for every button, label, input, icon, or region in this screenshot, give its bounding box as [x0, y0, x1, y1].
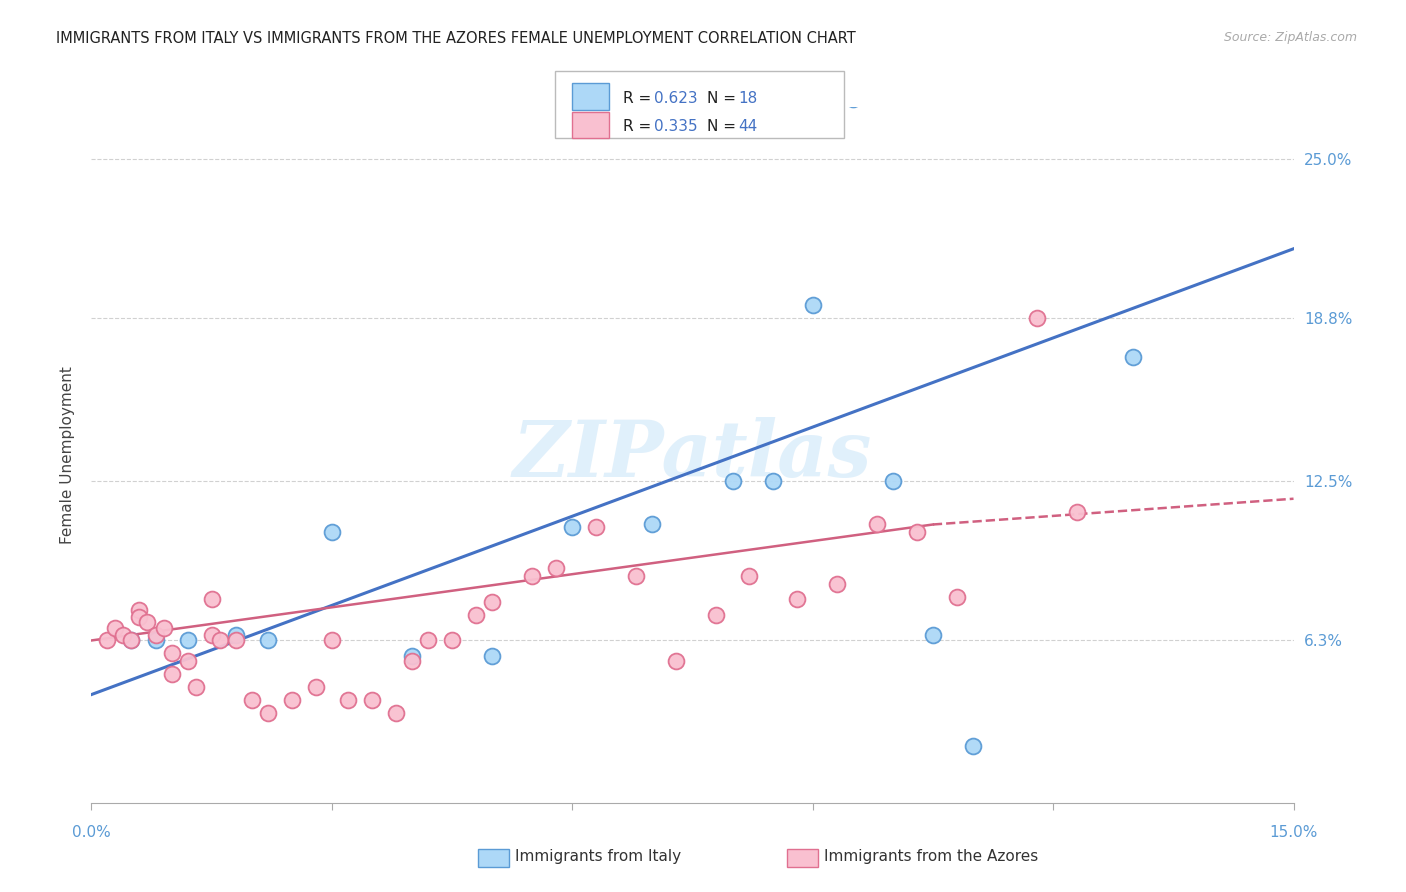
Point	[360, 692, 382, 706]
Y-axis label: Female Unemployment: Female Unemployment	[60, 366, 76, 544]
Point	[882, 474, 904, 488]
Text: Immigrants from Italy: Immigrants from Italy	[515, 849, 681, 863]
Point	[866, 517, 889, 532]
Point	[240, 692, 263, 706]
Point	[121, 633, 143, 648]
Point	[128, 602, 150, 616]
Point	[104, 621, 127, 635]
Point	[160, 646, 183, 660]
Point	[665, 654, 688, 668]
Text: Source: ZipAtlas.com: Source: ZipAtlas.com	[1223, 31, 1357, 45]
Point	[256, 633, 278, 648]
Point	[522, 569, 544, 583]
Text: IMMIGRANTS FROM ITALY VS IMMIGRANTS FROM THE AZORES FEMALE UNEMPLOYMENT CORRELAT: IMMIGRANTS FROM ITALY VS IMMIGRANTS FROM…	[56, 31, 856, 46]
Point	[762, 474, 785, 488]
Point	[201, 628, 224, 642]
Text: 0.335: 0.335	[654, 119, 697, 134]
Point	[585, 520, 607, 534]
Point	[152, 621, 174, 635]
Text: 0.0%: 0.0%	[72, 825, 111, 840]
Point	[145, 628, 167, 642]
Point	[208, 633, 231, 648]
Point	[641, 517, 664, 532]
Text: Immigrants from the Azores: Immigrants from the Azores	[824, 849, 1038, 863]
Point	[786, 592, 808, 607]
Text: 44: 44	[738, 119, 758, 134]
Point	[321, 633, 343, 648]
Point	[1122, 350, 1144, 364]
Text: 18: 18	[738, 91, 758, 105]
Point	[465, 607, 488, 622]
Text: 0.623: 0.623	[654, 91, 697, 105]
Text: N =: N =	[707, 119, 741, 134]
Point	[561, 520, 583, 534]
Point	[145, 633, 167, 648]
Point	[128, 610, 150, 624]
Point	[416, 633, 439, 648]
Text: R =: R =	[623, 119, 657, 134]
Text: R =: R =	[623, 91, 657, 105]
Point	[825, 576, 848, 591]
Point	[721, 474, 744, 488]
Point	[1066, 505, 1088, 519]
Text: ZIPatlas: ZIPatlas	[513, 417, 872, 493]
Point	[962, 739, 984, 753]
Point	[201, 592, 224, 607]
Point	[946, 590, 969, 604]
Text: 15.0%: 15.0%	[1270, 825, 1317, 840]
Point	[546, 561, 568, 575]
Point	[905, 525, 928, 540]
Point	[321, 525, 343, 540]
Point	[481, 648, 503, 663]
Point	[841, 92, 863, 106]
Point	[481, 595, 503, 609]
Point	[176, 633, 198, 648]
Point	[256, 706, 278, 720]
Point	[305, 680, 328, 694]
Point	[281, 692, 304, 706]
Text: N =: N =	[707, 91, 741, 105]
Point	[922, 628, 945, 642]
Point	[706, 607, 728, 622]
Point	[225, 628, 247, 642]
Point	[401, 648, 423, 663]
Point	[136, 615, 159, 630]
Point	[336, 692, 359, 706]
Point	[225, 633, 247, 648]
Point	[160, 667, 183, 681]
Point	[176, 654, 198, 668]
Point	[112, 628, 135, 642]
Point	[184, 680, 207, 694]
Point	[385, 706, 408, 720]
Point	[1026, 311, 1049, 326]
Point	[401, 654, 423, 668]
Point	[440, 633, 463, 648]
Point	[626, 569, 648, 583]
Point	[96, 633, 118, 648]
Point	[121, 633, 143, 648]
Point	[737, 569, 759, 583]
Point	[801, 298, 824, 312]
